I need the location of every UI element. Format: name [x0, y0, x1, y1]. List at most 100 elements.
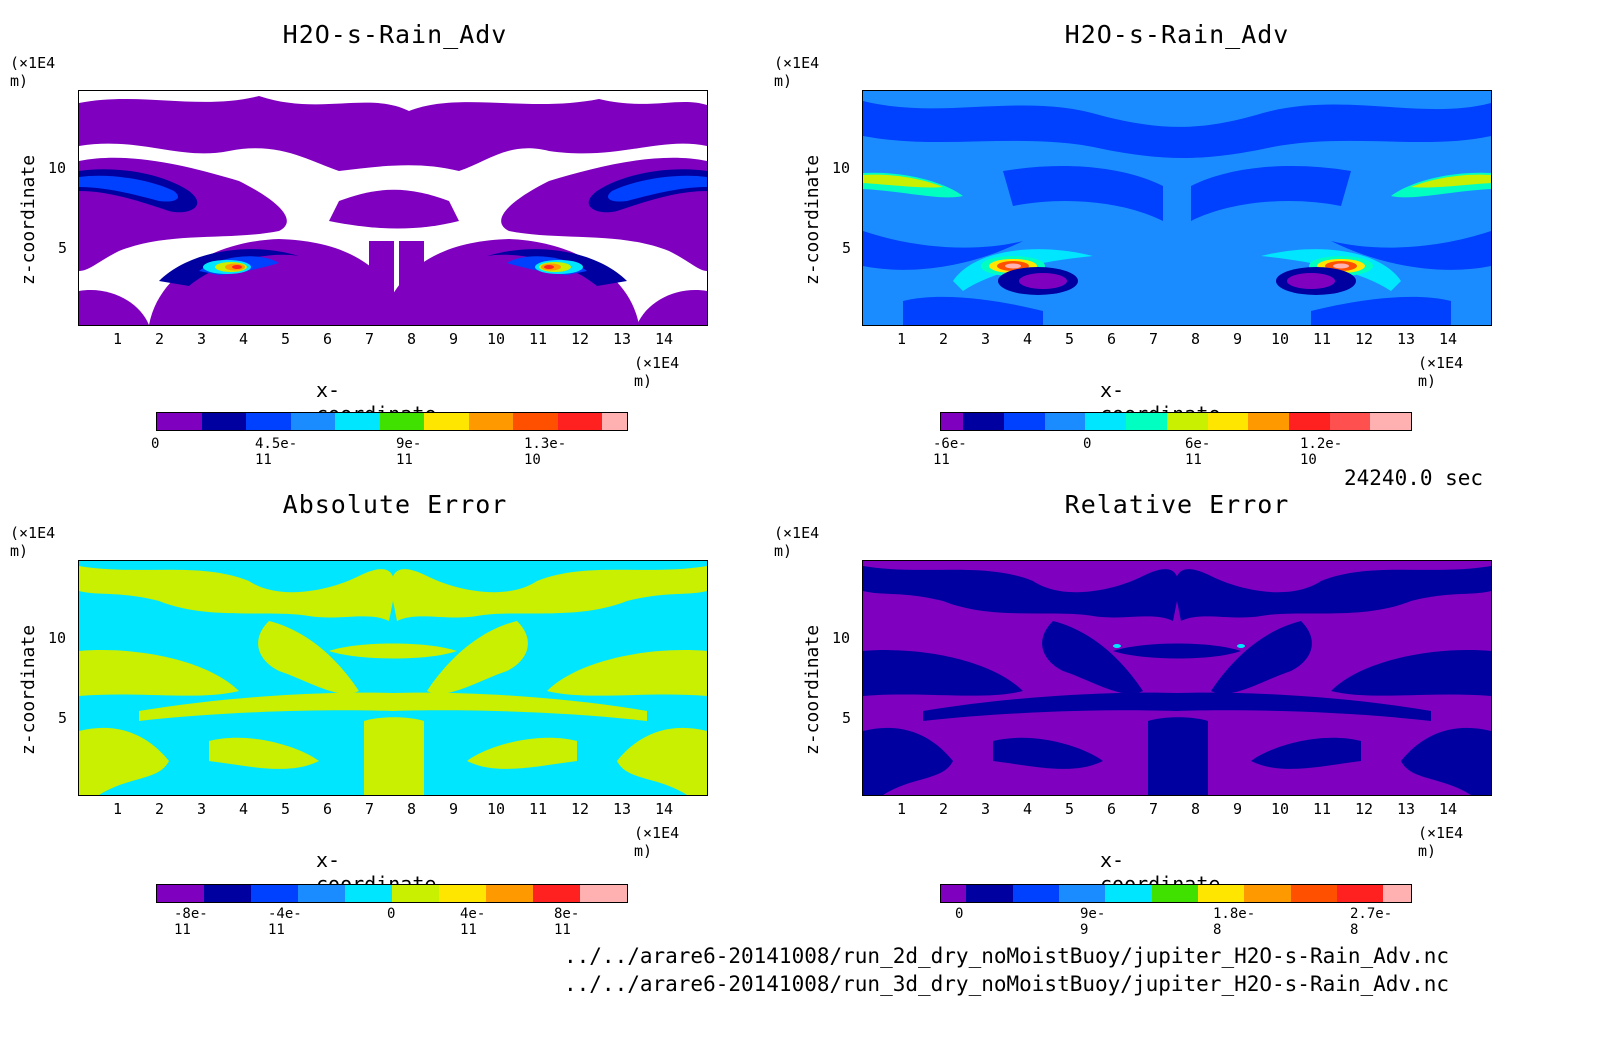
contour-region	[427, 621, 528, 694]
contour-region	[953, 249, 1093, 291]
x-tick-label: 2	[939, 800, 949, 818]
x-tick-label: 14	[1439, 330, 1458, 348]
contour-region	[79, 727, 169, 795]
panel-title: Absolute Error	[282, 490, 508, 519]
y-tick-label: 10	[48, 629, 67, 647]
y-tick-label: 10	[832, 629, 851, 647]
x-tick-label: 7	[365, 330, 375, 348]
colorbar	[156, 884, 628, 903]
contour-region	[467, 737, 577, 769]
contour-region	[232, 265, 242, 269]
contour-region	[903, 296, 1043, 325]
file-path-2d: ../../arare6-20141008/run_2d_dry_noMoist…	[564, 944, 1450, 968]
contour-region	[863, 101, 1491, 158]
x-tick-label: 5	[281, 330, 291, 348]
x-tick-label: 13	[613, 800, 632, 818]
x-tick-label: 4	[1023, 800, 1033, 818]
contour-region	[863, 174, 943, 188]
x-tick-label: 10	[1271, 800, 1290, 818]
x-tick-label: 13	[613, 330, 632, 348]
y-tick-label: 5	[58, 239, 68, 257]
x-tick-label: 7	[1149, 800, 1159, 818]
heatmap-plot	[78, 90, 708, 326]
x-tick-label: 4	[239, 330, 249, 348]
contour-region	[139, 692, 647, 721]
x-tick-label: 3	[981, 800, 991, 818]
x-tick-label: 14	[655, 800, 674, 818]
x-tick-label: 13	[1397, 800, 1416, 818]
contour-region	[1113, 644, 1121, 648]
x-unit-label: (×1E4 m)	[634, 354, 680, 390]
x-tick-label: 10	[487, 800, 506, 818]
colorbar-label: -4e-11	[268, 906, 302, 938]
x-unit-label: (×1E4 m)	[634, 824, 680, 860]
x-tick-label: 5	[1065, 330, 1075, 348]
x-tick-label: 2	[155, 330, 165, 348]
colorbar-label: 1.8e-8	[1213, 906, 1256, 938]
colorbar	[940, 412, 1412, 431]
contour-region	[1261, 249, 1401, 291]
x-unit-label: (×1E4 m)	[1418, 354, 1464, 390]
x-tick-label: 13	[1397, 330, 1416, 348]
y-tick-label: 10	[48, 159, 67, 177]
x-tick-label: 8	[1191, 800, 1201, 818]
x-tick-label: 4	[1023, 330, 1033, 348]
y-tick-label: 5	[58, 709, 68, 727]
contour-region	[1191, 166, 1351, 221]
contour-region	[1005, 263, 1021, 269]
y-axis-label: z-coordinate	[18, 154, 39, 285]
colorbar-label: 1.2e-10	[1300, 436, 1343, 468]
contour-region	[329, 643, 457, 659]
x-tick-label: 5	[281, 800, 291, 818]
x-tick-label: 8	[407, 800, 417, 818]
contour-region	[547, 650, 707, 696]
y-unit-label: (×1E4 m)	[774, 524, 820, 560]
colorbar-label: 1.3e-10	[524, 436, 567, 468]
colorbar-label: 0	[955, 906, 964, 922]
contour-region	[209, 737, 319, 769]
file-path-3d: ../../arare6-20141008/run_3d_dry_noMoist…	[564, 972, 1450, 996]
colorbar-label: 8e-11	[554, 906, 580, 938]
x-tick-label: 12	[571, 330, 590, 348]
colorbar-label: 2.7e-8	[1350, 906, 1393, 938]
colorbar-label: -8e-11	[174, 906, 208, 938]
x-unit-label: (×1E4 m)	[1418, 824, 1464, 860]
colorbar	[940, 884, 1412, 903]
colorbar-label: 0	[1083, 436, 1092, 452]
contour-region	[1175, 566, 1491, 621]
x-tick-label: 1	[113, 330, 123, 348]
colorbar-label: 0	[151, 436, 160, 452]
x-tick-label: 9	[449, 800, 459, 818]
contour-region	[79, 96, 707, 171]
x-tick-label: 11	[1313, 330, 1332, 348]
x-tick-label: 2	[939, 330, 949, 348]
contour-region	[1237, 644, 1245, 648]
contour-region	[1411, 174, 1491, 188]
contour-region	[1311, 296, 1451, 325]
x-tick-label: 9	[1233, 800, 1243, 818]
x-tick-label: 4	[239, 800, 249, 818]
y-tick-label: 5	[842, 709, 852, 727]
colorbar-label: 4e-11	[460, 906, 486, 938]
panel-title: H2O-s-Rain_Adv	[1064, 20, 1290, 49]
x-tick-label: 3	[197, 800, 207, 818]
contour-region	[1251, 737, 1361, 769]
x-tick-label: 9	[1233, 330, 1243, 348]
contour-region	[258, 621, 359, 694]
contour-region	[923, 692, 1431, 721]
contour-region	[369, 241, 394, 325]
contour-region	[79, 650, 239, 696]
heatmap-plot	[862, 90, 1492, 326]
colorbar-label: -6e-11	[933, 436, 967, 468]
contour-region	[1211, 621, 1312, 694]
y-unit-label: (×1E4 m)	[10, 524, 56, 560]
contour-region	[79, 566, 395, 621]
x-tick-label: 9	[449, 330, 459, 348]
contour-region	[1003, 166, 1163, 221]
contour-region	[487, 249, 627, 286]
time-label: 24240.0 sec	[1344, 466, 1484, 490]
contour-region	[79, 290, 149, 325]
contour-region	[364, 717, 424, 795]
x-tick-label: 6	[1107, 330, 1117, 348]
colorbar-label: 6e-11	[1185, 436, 1211, 468]
